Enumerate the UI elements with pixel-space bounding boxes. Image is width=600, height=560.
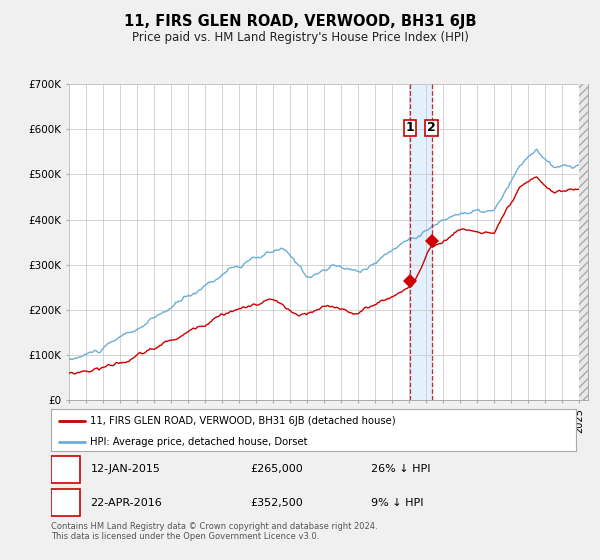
Text: 11, FIRS GLEN ROAD, VERWOOD, BH31 6JB (detached house): 11, FIRS GLEN ROAD, VERWOOD, BH31 6JB (d…: [91, 416, 396, 426]
Text: Price paid vs. HM Land Registry's House Price Index (HPI): Price paid vs. HM Land Registry's House …: [131, 31, 469, 44]
Text: 2: 2: [427, 122, 436, 134]
Text: 11, FIRS GLEN ROAD, VERWOOD, BH31 6JB: 11, FIRS GLEN ROAD, VERWOOD, BH31 6JB: [124, 14, 476, 29]
Text: Contains HM Land Registry data © Crown copyright and database right 2024.
This d: Contains HM Land Registry data © Crown c…: [51, 522, 377, 542]
FancyBboxPatch shape: [51, 489, 80, 516]
Text: 26% ↓ HPI: 26% ↓ HPI: [371, 464, 431, 474]
Text: 12-JAN-2015: 12-JAN-2015: [91, 464, 160, 474]
Text: £352,500: £352,500: [251, 498, 303, 507]
FancyBboxPatch shape: [425, 120, 438, 136]
Text: 2: 2: [61, 496, 70, 509]
FancyBboxPatch shape: [51, 456, 80, 483]
Text: 1: 1: [406, 122, 415, 134]
Text: 1: 1: [61, 463, 70, 475]
Bar: [410, 84, 431, 400]
Text: 9% ↓ HPI: 9% ↓ HPI: [371, 498, 424, 507]
Text: 22-APR-2016: 22-APR-2016: [91, 498, 162, 507]
Polygon shape: [580, 84, 588, 400]
Text: HPI: Average price, detached house, Dorset: HPI: Average price, detached house, Dors…: [91, 437, 308, 446]
Text: £265,000: £265,000: [251, 464, 303, 474]
FancyBboxPatch shape: [404, 120, 416, 136]
